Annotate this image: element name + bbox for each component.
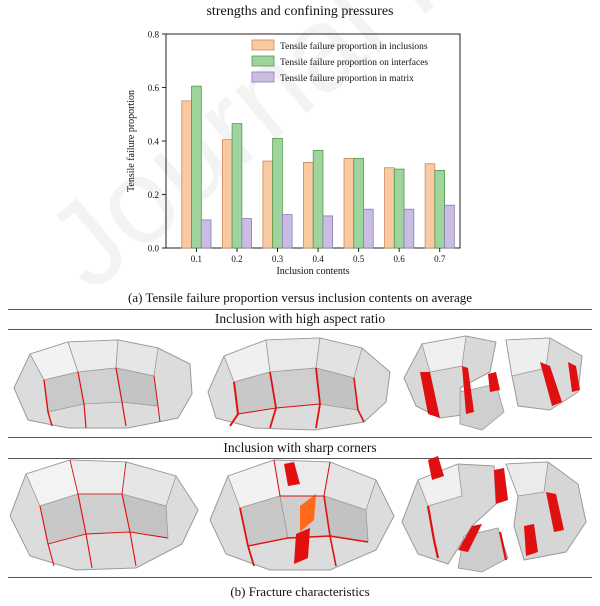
bar (384, 167, 395, 249)
y-tick-label: 0.4 (148, 137, 160, 147)
bar (231, 123, 243, 249)
y-axis-label: Tensile failure proportion (126, 90, 137, 192)
x-tick-label: 0.3 (272, 254, 284, 264)
fracture-panel-high-aspect-3 (403, 335, 583, 431)
x-tick-label: 0.6 (394, 254, 406, 264)
x-tick-label: 0.1 (191, 254, 202, 264)
legend-swatch (251, 39, 275, 51)
bar (181, 100, 192, 249)
fracture-panel-high-aspect-1 (13, 339, 193, 429)
legend-swatch (251, 71, 275, 83)
bar (403, 208, 415, 249)
divider-bottom (8, 577, 592, 578)
divider-top (8, 309, 592, 310)
y-tick-label: 0.6 (148, 83, 160, 93)
bar-chart: 0.0 0.2 0.4 0.6 0.8 0.1 0.2 0.3 0.4 0.5 0.6 0.7 Incl… (126, 30, 461, 277)
fracture-panel-sharp-corners-1 (9, 459, 199, 571)
bar (241, 218, 252, 249)
bar (272, 137, 283, 249)
bar (262, 160, 274, 249)
section-title-sharp-corners: Inclusion with sharp corners (223, 440, 377, 455)
bar (312, 149, 324, 249)
bar (363, 208, 374, 249)
bar (322, 215, 334, 249)
fracture-panel-sharp-corners-3 (401, 456, 587, 573)
x-axis-label: Inclusion contents (276, 266, 349, 277)
bar (221, 139, 233, 249)
bar (434, 170, 445, 249)
bar (393, 168, 405, 249)
caption-a: (a) Tensile failure proportion versus in… (128, 290, 472, 305)
bar (353, 157, 364, 249)
x-tick-label: 0.4 (312, 254, 324, 264)
divider-section-3 (8, 458, 592, 459)
divider-section-2 (8, 437, 592, 438)
bar (424, 163, 436, 249)
legend-entry: Tensile failure proportion in inclusions (280, 41, 428, 52)
bar (444, 204, 455, 249)
divider-section-1 (8, 329, 592, 330)
x-tick-label: 0.5 (353, 254, 365, 264)
fracture-panel-high-aspect-2 (207, 337, 391, 431)
section-title-high-aspect: Inclusion with high aspect ratio (214, 311, 386, 326)
bar (303, 161, 314, 249)
x-tick-label: 0.7 (434, 254, 446, 264)
x-tick-label: 0.2 (231, 254, 242, 264)
legend-swatch (251, 55, 275, 67)
bar (343, 157, 355, 249)
caption-b: (b) Fracture characteristics (230, 584, 370, 599)
bar (200, 219, 212, 249)
legend-entry: Tensile failure proportion in matrix (280, 73, 414, 84)
y-tick-label: 0.2 (148, 190, 159, 200)
y-tick-label: 0.8 (148, 30, 160, 40)
bar (281, 214, 293, 249)
bar (191, 85, 202, 249)
legend-entry: Tensile failure proportion on interfaces (280, 57, 428, 68)
y-tick-label: 0.0 (148, 244, 160, 254)
fracture-panel-sharp-corners-2 (209, 459, 395, 571)
figure-title: strengths and confining pressures (206, 4, 394, 19)
